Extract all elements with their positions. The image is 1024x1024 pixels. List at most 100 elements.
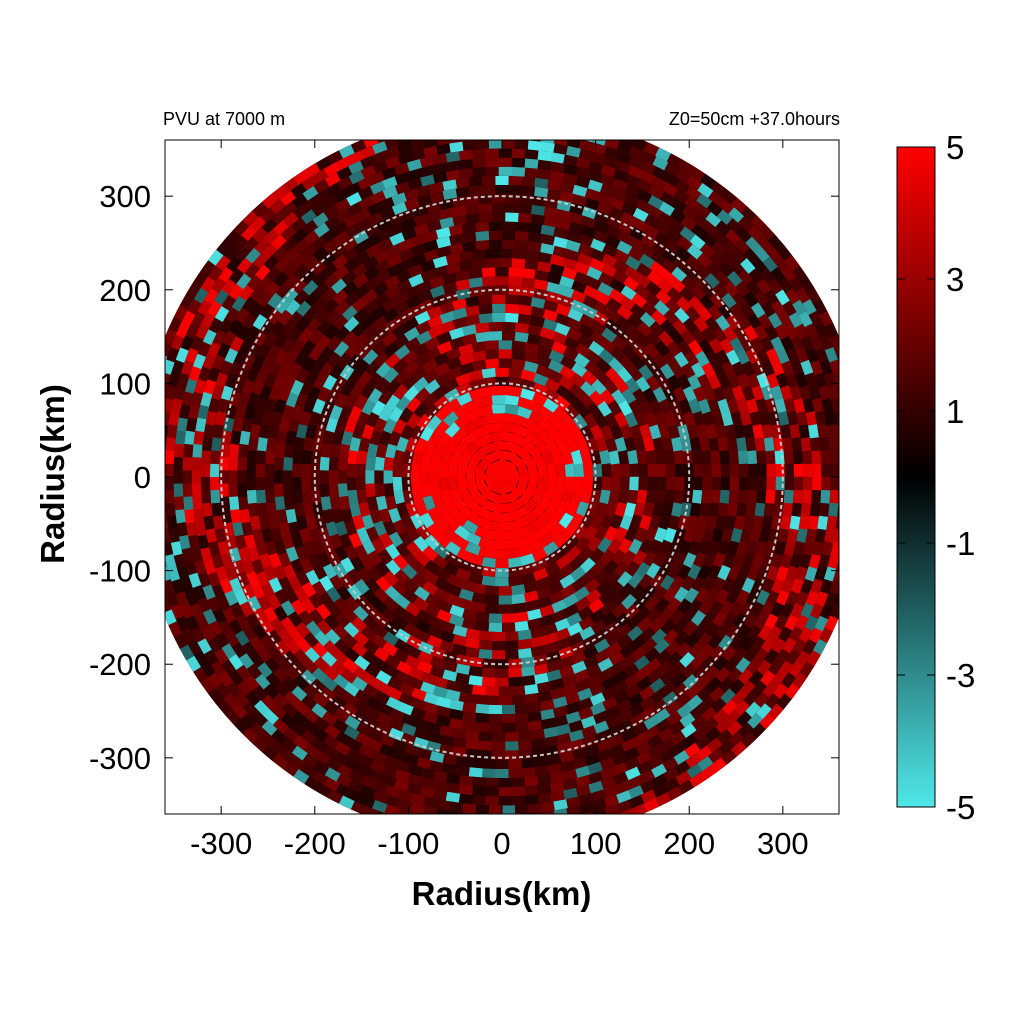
field-cell [478,648,493,660]
field-cell [839,477,848,491]
field-cell [555,554,573,570]
field-cell [435,567,452,583]
field-cell [261,411,274,427]
field-cell [736,502,748,517]
field-cell [475,469,485,486]
field-cell [576,500,590,517]
field-cell [365,411,380,428]
field-cell [534,438,550,455]
field-cell [737,489,749,504]
field-cell [758,410,771,426]
field-cell [385,495,397,511]
field-cell [393,300,410,316]
field-cell [612,670,629,685]
field-cell [479,112,493,122]
field-cell [175,509,186,524]
field-cell [582,634,599,650]
field-cell [587,761,604,775]
field-cell [288,362,303,379]
field-cell [804,614,819,631]
field-cell [817,515,829,531]
field-cell [728,450,739,465]
field-cell [272,753,289,769]
field-cell [750,722,767,739]
field-cell [610,514,624,530]
field-cell [263,254,280,271]
field-cell [334,545,349,562]
field-cell [633,436,646,452]
field-cell [234,589,248,606]
x-tick-label: 0 [493,826,510,861]
field-cell [638,364,654,381]
field-cell [548,590,565,605]
field-cell [456,392,472,406]
field-cell [645,375,661,392]
field-cell [548,426,564,443]
field-cell [232,703,248,720]
field-cell [550,790,566,802]
field-cell [282,650,299,667]
field-cell [550,152,565,164]
field-cell [485,157,499,168]
field-cell [686,423,699,439]
field-cell [812,638,828,655]
field-cell [743,515,755,531]
field-cell [495,768,509,779]
field-cell [175,615,190,632]
field-cell [666,651,683,667]
field-cell [570,449,583,465]
field-cell [564,403,580,420]
field-cell [142,535,153,550]
field-cell [180,360,194,376]
field-cell [432,554,449,570]
field-cell [635,198,652,213]
field-cell [414,501,429,517]
field-cell [578,546,595,563]
field-cell [246,477,256,491]
field-cell [475,230,490,242]
field-cell [271,729,288,745]
field-cell [293,699,310,716]
field-cell [565,545,583,562]
field-cell [488,458,502,471]
field-cell [244,262,260,280]
field-cell [208,317,223,334]
field-cell [365,456,376,471]
field-cell [537,774,552,786]
field-cell [738,476,749,491]
field-cell [642,387,657,404]
field-cell [811,450,822,465]
field-cell [180,578,194,595]
field-cell [524,249,539,261]
field-cell [336,352,352,369]
field-cell [766,565,780,582]
field-cell [238,653,255,670]
field-cell [502,805,516,814]
field-cell [553,705,569,718]
field-cell [634,411,648,428]
field-cell [207,300,222,317]
field-cell [536,345,553,359]
field-cell [682,673,699,690]
field-cell [396,279,413,294]
field-cell [495,577,510,587]
field-cell [475,703,490,714]
field-cell [466,482,480,499]
field-cell [625,560,641,577]
field-cell [810,578,824,594]
field-cell [764,540,778,557]
field-cell [140,418,151,433]
field-cell [672,682,689,699]
field-cell [848,450,858,464]
field-cell [183,443,194,458]
field-cell [444,500,460,518]
field-cell [372,657,390,673]
field-cell [638,399,653,416]
field-cell [319,483,330,498]
field-cell [397,238,414,252]
field-cell [358,744,375,759]
field-cell [794,323,809,340]
field-cell [693,315,709,333]
field-cell [382,367,399,384]
field-cell [224,348,239,364]
